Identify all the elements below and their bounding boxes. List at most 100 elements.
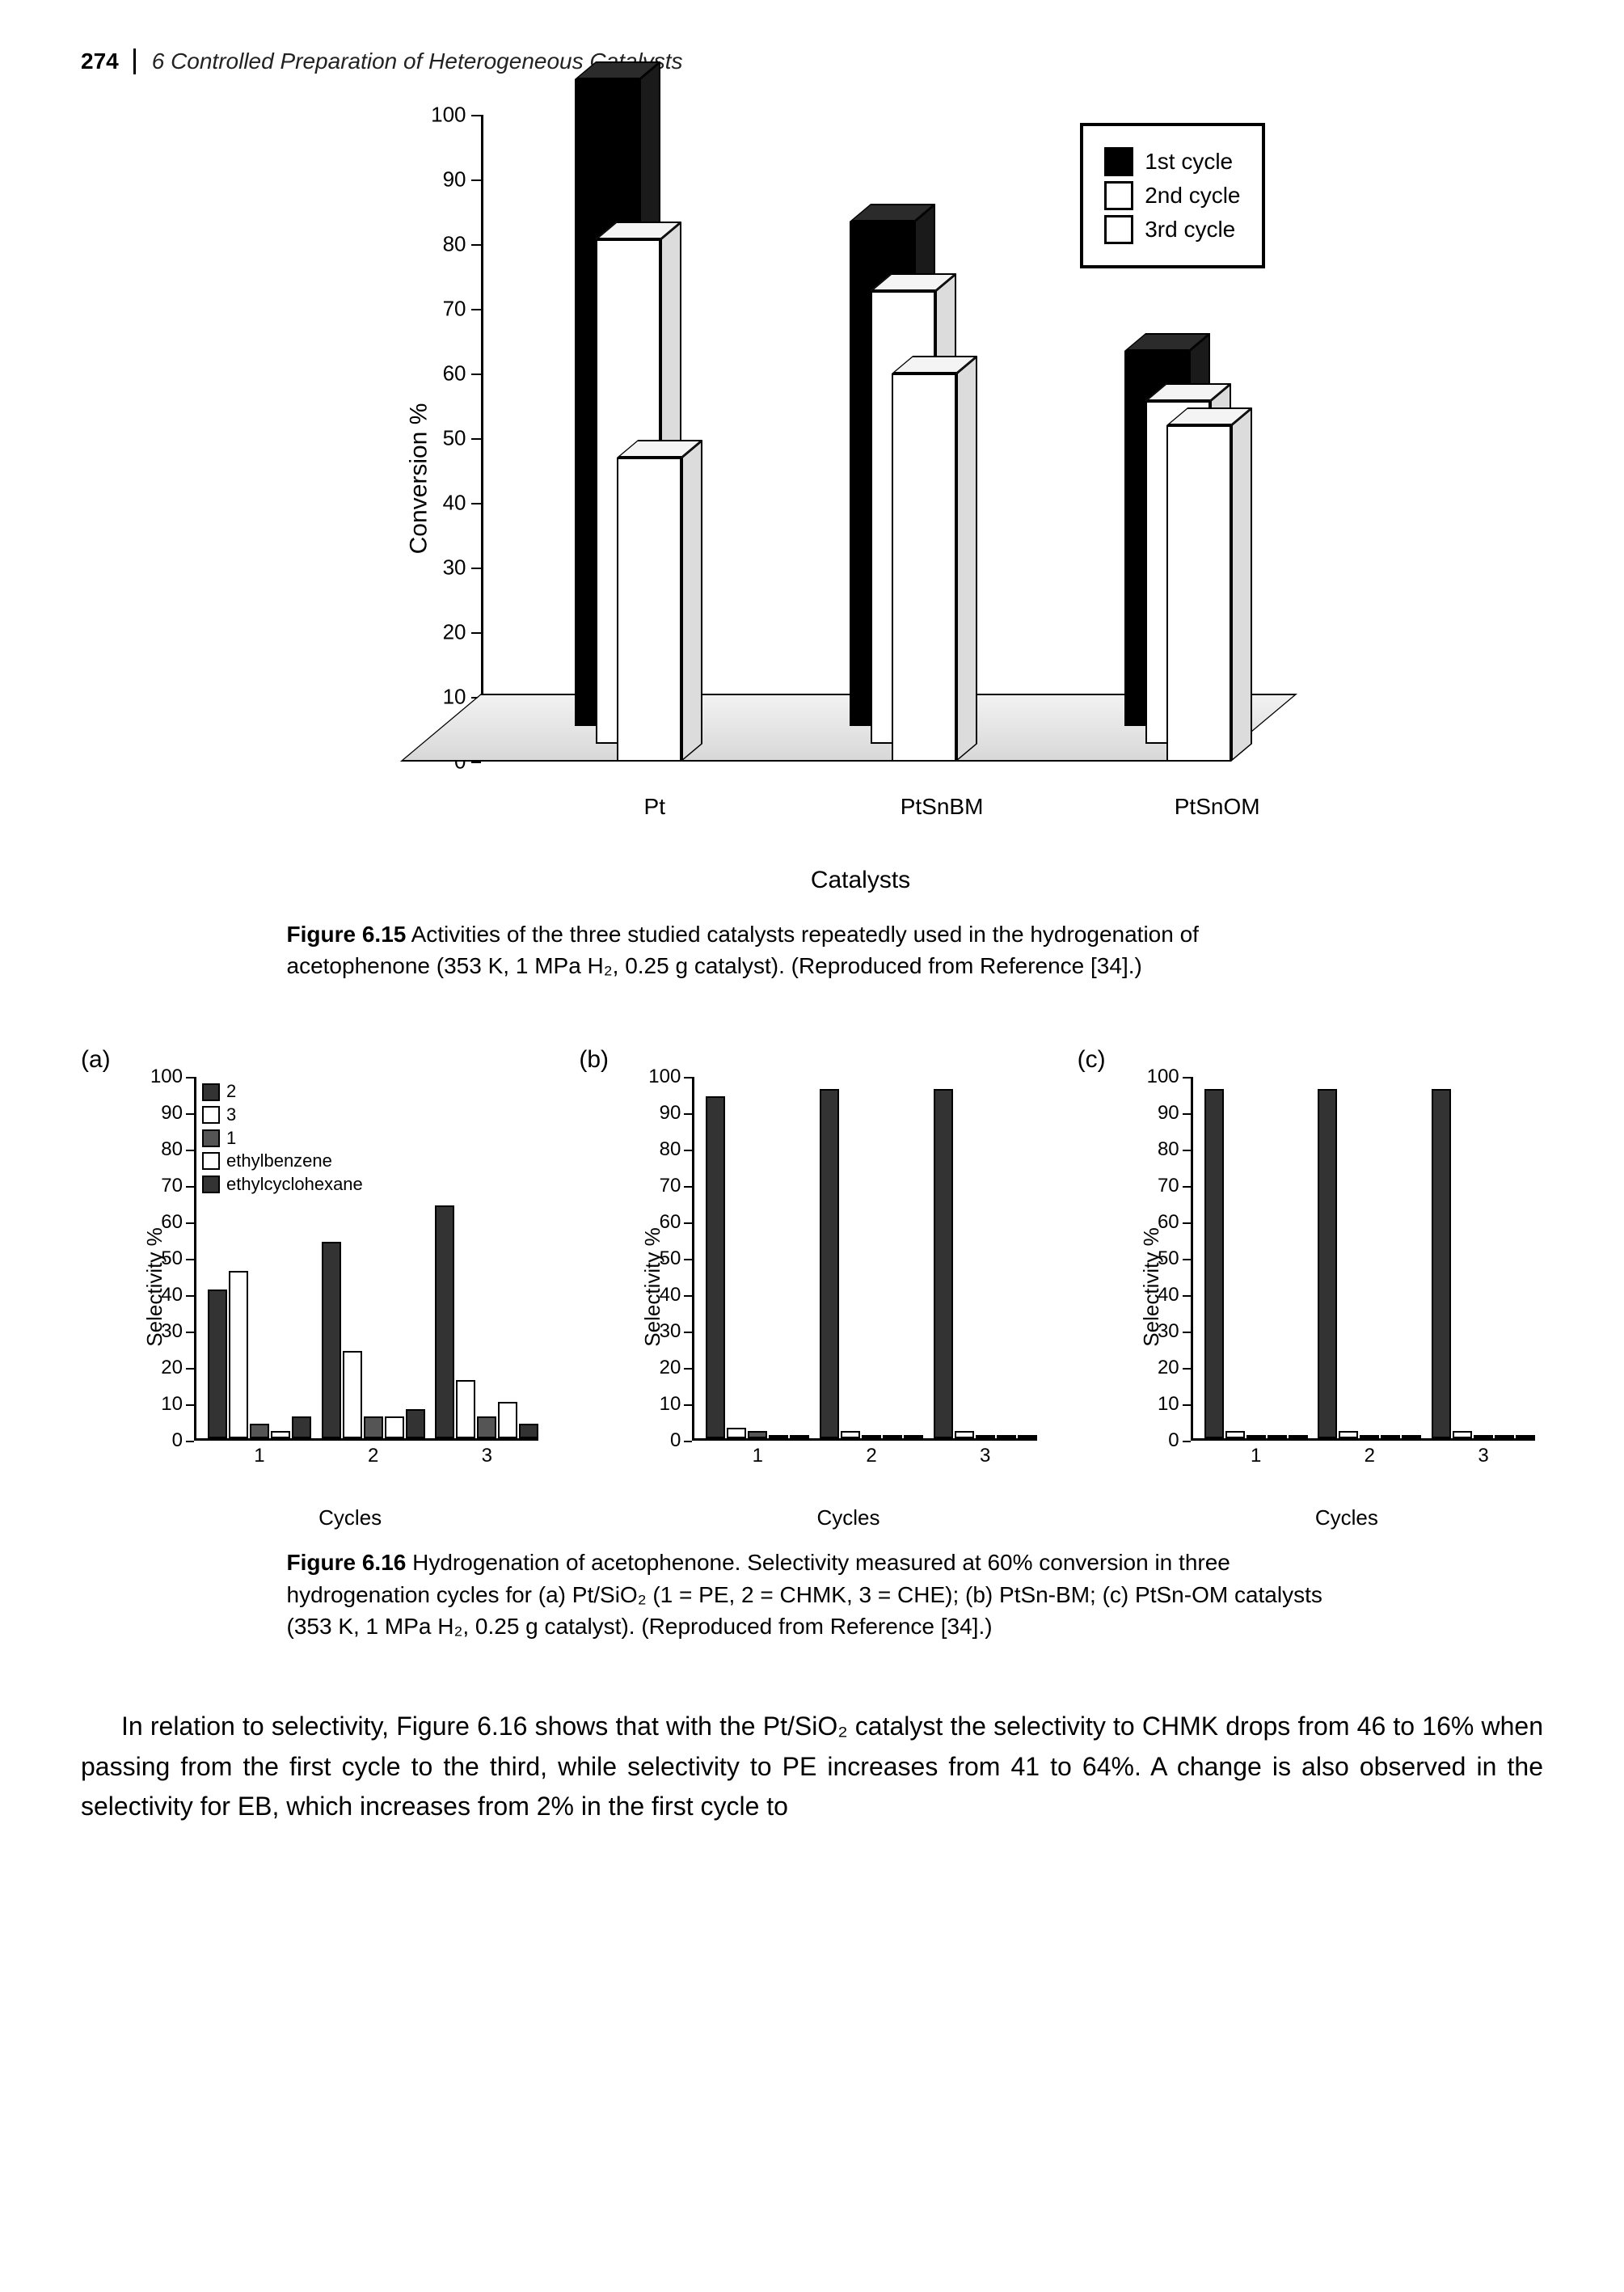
y-tick <box>684 1404 692 1406</box>
y-tick-label: 60 <box>660 1211 681 1234</box>
y-tick <box>471 115 481 116</box>
y-tick-label: 20 <box>443 620 466 645</box>
x-group: 2 <box>820 1089 923 1438</box>
y-tick-label: 60 <box>443 361 466 386</box>
y-tick-label: 60 <box>161 1211 183 1234</box>
y-tick-label: 80 <box>1158 1138 1179 1161</box>
y-tick-label: 100 <box>1147 1066 1179 1088</box>
y-tick <box>1183 1186 1191 1188</box>
legend-label: 3rd cycle <box>1145 217 1235 243</box>
y-tick <box>684 1222 692 1224</box>
y-tick <box>186 1368 194 1370</box>
body-text: In relation to selectivity, Figure 6.16 … <box>81 1712 1543 1821</box>
bar <box>1360 1435 1379 1439</box>
y-tick <box>186 1332 194 1333</box>
y-tick <box>186 1259 194 1260</box>
x-axis-label: Cycles <box>652 1505 1044 1530</box>
y-tick-label: 10 <box>660 1393 681 1416</box>
y-tick-label: 10 <box>1158 1393 1179 1416</box>
subplot: (b)Selectivity %010203040506070809010012… <box>579 1046 1044 1530</box>
y-tick-label: 30 <box>443 555 466 580</box>
caption-label: Figure 6.15 <box>287 922 407 947</box>
bar <box>1381 1435 1400 1439</box>
y-tick <box>471 568 481 569</box>
y-tick <box>471 503 481 504</box>
legend-item: 2 <box>202 1080 363 1104</box>
bar <box>385 1416 404 1438</box>
y-tick <box>1183 1295 1191 1297</box>
x-tick-label: 1 <box>254 1445 264 1467</box>
y-tick-label: 50 <box>660 1247 681 1270</box>
bar <box>790 1435 809 1439</box>
legend-swatch <box>1104 215 1133 244</box>
y-tick <box>1183 1259 1191 1260</box>
y-tick <box>186 1113 194 1115</box>
figure-6-15-caption: Figure 6.15 Activities of the three stud… <box>287 918 1338 981</box>
x-group: 1 <box>208 1271 311 1438</box>
bar <box>1166 425 1231 762</box>
y-tick-label: 70 <box>161 1175 183 1197</box>
bar <box>1453 1431 1472 1438</box>
legend-label: ethylbenzene <box>226 1150 332 1173</box>
x-group: 1 <box>706 1096 809 1438</box>
bar <box>1402 1435 1421 1439</box>
y-tick-label: 40 <box>161 1284 183 1306</box>
y-tick-label: 0 <box>670 1429 681 1452</box>
page-header: 274 6 Controlled Preparation of Heteroge… <box>81 49 1543 74</box>
x-tick-label: 1 <box>753 1445 763 1467</box>
bar <box>820 1089 839 1438</box>
bar <box>435 1205 454 1438</box>
y-tick-label: 90 <box>660 1102 681 1125</box>
y-tick-label: 70 <box>443 297 466 322</box>
y-tick <box>684 1332 692 1333</box>
y-tick-label: 50 <box>161 1247 183 1270</box>
legend-item: 1 <box>202 1127 363 1150</box>
y-tick <box>186 1186 194 1188</box>
x-group: 3 <box>1432 1089 1535 1438</box>
bar <box>1516 1435 1535 1439</box>
x-tick-label: 3 <box>482 1445 492 1467</box>
figure-6-16: (a)Selectivity %010203040506070809010012… <box>81 1046 1543 1530</box>
legend: 231ethylbenzeneethylcyclohexane <box>202 1080 363 1196</box>
bar <box>955 1431 974 1438</box>
x-tick-label: 2 <box>1365 1445 1375 1467</box>
y-tick <box>1183 1077 1191 1078</box>
y-tick <box>471 374 481 375</box>
x-axis-label: Catalysts <box>424 867 1297 894</box>
y-tick-label: 80 <box>443 232 466 257</box>
bar <box>748 1431 767 1438</box>
y-tick <box>186 1222 194 1224</box>
bar <box>1018 1435 1037 1439</box>
bar <box>892 374 956 762</box>
legend-label: 2 <box>226 1080 236 1104</box>
bar <box>271 1431 290 1438</box>
bar <box>343 1351 362 1438</box>
y-tick-label: 20 <box>1158 1357 1179 1379</box>
legend-item: 3rd cycle <box>1104 215 1240 244</box>
bar <box>1432 1089 1451 1438</box>
y-tick <box>1183 1113 1191 1115</box>
caption-label: Figure 6.16 <box>287 1550 407 1575</box>
bar <box>841 1431 860 1438</box>
y-tick <box>186 1150 194 1151</box>
y-tick-label: 100 <box>431 103 466 128</box>
bar <box>997 1435 1016 1439</box>
y-tick-label: 80 <box>161 1138 183 1161</box>
legend-swatch <box>202 1129 220 1147</box>
x-tick-label: 3 <box>980 1445 990 1467</box>
bar <box>769 1435 788 1439</box>
y-tick <box>684 1150 692 1151</box>
y-tick-label: 10 <box>443 685 466 710</box>
x-tick-label: 2 <box>368 1445 378 1467</box>
chart: Selectivity %010203040506070809010012323… <box>154 1077 546 1497</box>
y-tick <box>471 179 481 181</box>
y-tick <box>1183 1332 1191 1333</box>
x-axis-label: Cycles <box>154 1505 546 1530</box>
legend-swatch <box>202 1152 220 1170</box>
bar <box>1225 1431 1245 1438</box>
y-tick <box>1183 1368 1191 1370</box>
bar <box>229 1271 248 1438</box>
y-tick <box>684 1113 692 1115</box>
y-tick-label: 100 <box>150 1066 183 1088</box>
legend-item: ethylcyclohexane <box>202 1173 363 1197</box>
